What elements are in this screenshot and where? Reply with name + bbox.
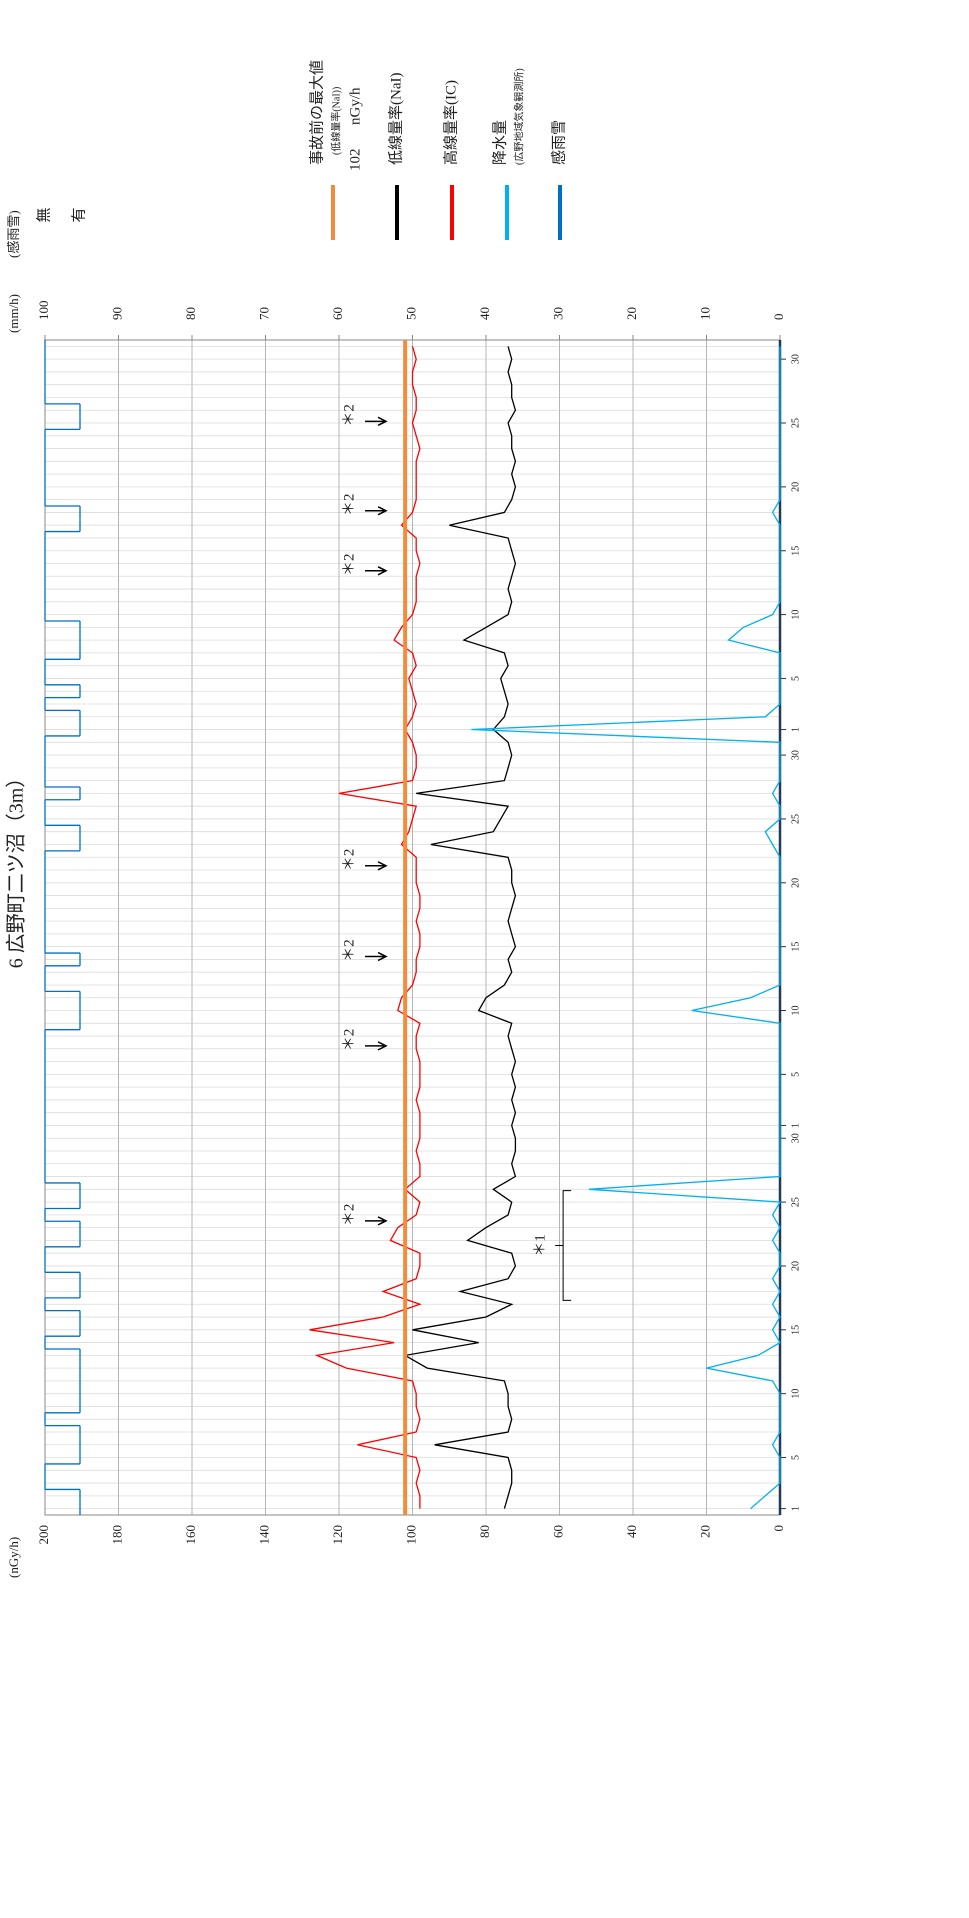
x-tick-label: 5 (790, 1455, 801, 1460)
y-tick-label: 0 (771, 1525, 786, 1532)
y2-axis-unit: (mm/h) (6, 294, 21, 333)
x-tick-label: 1 (790, 727, 801, 732)
y2-tick-label: 20 (624, 307, 639, 320)
annotation: ＊2 (341, 1029, 357, 1052)
annotation: ＊2 (341, 1204, 357, 1227)
series-line (471, 346, 782, 1510)
y-tick-label: 120 (330, 1525, 345, 1545)
y2-tick-label: 60 (330, 307, 345, 320)
x-tick-label: 15 (790, 1325, 801, 1335)
chart-title: 6 広野町二ツ沼（3m） (5, 768, 28, 969)
x-tick-label: 10 (790, 610, 801, 620)
x-tick-label: 25 (790, 1197, 801, 1207)
legend-unit: nGy/h (347, 87, 363, 125)
annotation: ＊2 (341, 493, 357, 516)
x-tick-label: 1 (790, 1123, 801, 1128)
y-tick-label: 180 (109, 1525, 124, 1545)
y-tick-label: 60 (550, 1525, 565, 1538)
annotation-arrow (365, 416, 388, 427)
y2-tick-label: 70 (256, 307, 271, 320)
y2-tick-label: 100 (36, 301, 51, 321)
legend-label: 事故前の最大値 (308, 60, 325, 165)
x-tick-label: 25 (790, 814, 801, 824)
legend-label: 低線量率(NaI) (387, 73, 404, 165)
y2-tick-label: 90 (109, 307, 124, 320)
x-tick-label: 30 (790, 750, 801, 760)
x-tick-label: 10 (790, 1006, 801, 1016)
x-tick-label: 15 (790, 546, 801, 556)
annotation-arrow (365, 566, 388, 576)
x-tick-label: 30 (790, 1133, 801, 1143)
y-tick-label: 20 (697, 1525, 712, 1538)
y2-tick-label: 50 (403, 307, 418, 320)
annotation: ＊2 (341, 404, 357, 427)
x-tick-label: 1 (790, 1506, 801, 1511)
annotation-arrow (365, 861, 388, 871)
x-tick-label: 25 (790, 418, 801, 428)
y3-axis-unit: (感雨雪) (6, 210, 21, 258)
y-tick-label: 200 (36, 1525, 51, 1545)
annotation: ＊2 (341, 554, 357, 577)
y2-tick-label: 10 (697, 307, 712, 320)
y-tick-label: 160 (183, 1525, 198, 1545)
x-tick-label: 20 (790, 482, 801, 492)
x-tick-label: 5 (790, 1072, 801, 1077)
annotation: ＊1 (533, 1234, 549, 1257)
legend-label: 感雨雪 (550, 120, 567, 165)
annotation-arrow (365, 951, 388, 962)
series-line (403, 346, 517, 1509)
legend-sublabel: (広野地域気象観測所) (512, 68, 525, 165)
x-tick-label: 20 (790, 878, 801, 888)
y2-tick-label: 0 (771, 314, 786, 321)
annotation: ＊2 (341, 849, 357, 872)
rotated-chart: 6 広野町二ツ沼（3m） (nGy/h) (mm/h) (感雨雪) 0 20 40 6… (5, 60, 802, 1578)
y-tick-label: 80 (477, 1525, 492, 1538)
legend-sublabel: (低線量率(NaI)) (329, 87, 342, 155)
annotation-brace (555, 1190, 572, 1301)
y3-tick-label: 無 (35, 207, 52, 222)
series-line (309, 346, 422, 1509)
x-tick-label: 10 (790, 1389, 801, 1399)
y-tick-label: 140 (256, 1525, 271, 1545)
annotation-arrow (365, 1216, 388, 1226)
x-tick-label: 5 (790, 676, 801, 681)
legend-value: 102 (347, 149, 363, 172)
y2-tick-label: 80 (183, 307, 198, 320)
y-tick-label: 100 (403, 1525, 418, 1545)
y3-tick-label: 有 (70, 207, 87, 222)
x-tick-label: 20 (790, 1261, 801, 1271)
legend-label: 高線量率(IC) (442, 80, 459, 165)
x-tick-label: 15 (790, 942, 801, 952)
annotation-arrow (365, 1041, 388, 1051)
annotation: ＊2 (341, 939, 357, 962)
legend-label: 降水量 (491, 120, 508, 165)
y2-tick-label: 40 (477, 307, 492, 320)
y-axis-unit: (nGy/h) (6, 1537, 21, 1578)
y-tick-label: 40 (624, 1525, 639, 1538)
annotation-arrow (365, 506, 388, 516)
x-tick-label: 30 (790, 354, 801, 364)
y2-tick-label: 30 (550, 307, 565, 320)
